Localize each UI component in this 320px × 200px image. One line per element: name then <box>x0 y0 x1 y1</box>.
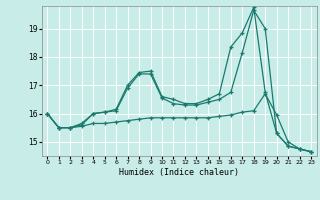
X-axis label: Humidex (Indice chaleur): Humidex (Indice chaleur) <box>119 168 239 177</box>
